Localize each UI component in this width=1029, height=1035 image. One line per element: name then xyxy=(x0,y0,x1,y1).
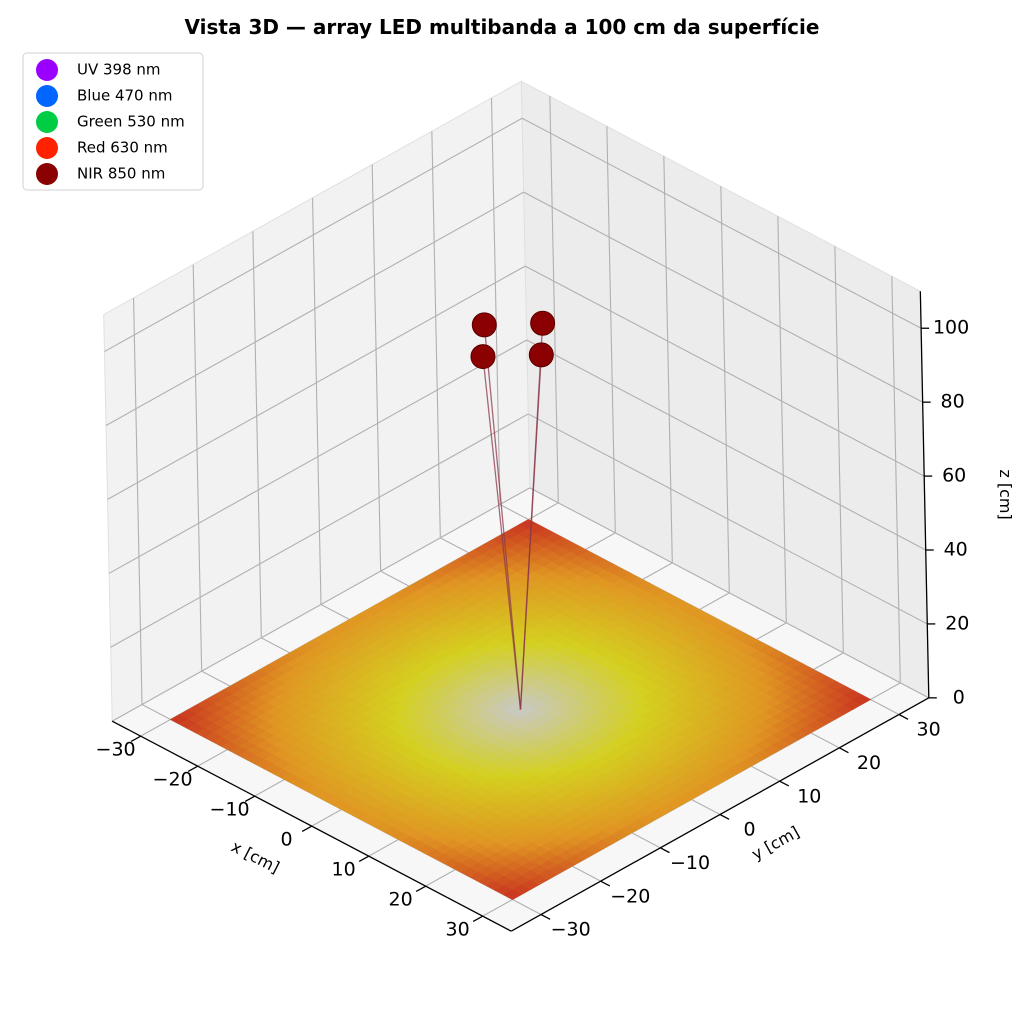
back-grid-z xyxy=(526,339,926,551)
back-grid-x xyxy=(891,276,901,683)
legend-label: UV 398 nm xyxy=(77,61,161,79)
emitter-marker xyxy=(528,342,554,368)
x-tick-mark xyxy=(415,885,427,893)
irradiance-surface xyxy=(169,519,872,900)
y-tick-label: −30 xyxy=(551,919,591,941)
x-tick-label: 20 xyxy=(389,889,413,911)
left-grid-y xyxy=(133,297,143,705)
back-grid-x xyxy=(606,126,616,533)
x-tick-mark xyxy=(130,735,142,743)
y-tick-mark xyxy=(898,713,909,720)
left-grid-z xyxy=(105,191,524,426)
left-grid-z xyxy=(104,117,523,353)
back-grid-x xyxy=(663,156,673,563)
left-grid-y xyxy=(252,231,262,638)
emitter-marker xyxy=(470,344,496,370)
left-grid-y xyxy=(311,197,322,605)
y-tick-label: −10 xyxy=(670,852,710,874)
legend-label: Blue 470 nm xyxy=(77,87,172,105)
beam-line xyxy=(483,324,522,710)
x-tick-mark xyxy=(358,855,370,863)
emitter-marker xyxy=(530,310,556,336)
emitter-marker xyxy=(471,312,497,338)
legend-marker xyxy=(36,163,58,185)
legend-marker xyxy=(36,137,58,159)
back-grid-z xyxy=(521,117,922,329)
left-grid-z xyxy=(108,339,527,574)
back-grid-z xyxy=(528,413,928,625)
left-grid-z xyxy=(110,413,529,648)
left-grid-y xyxy=(490,97,501,505)
x-tick-label: 10 xyxy=(332,859,356,881)
left-grid-y xyxy=(371,164,382,572)
left-grid-y xyxy=(192,264,203,672)
y-tick-label: 0 xyxy=(744,819,756,841)
legend-marker xyxy=(36,85,58,107)
back-grid-x xyxy=(777,216,787,623)
z-tick-label: 40 xyxy=(944,539,968,561)
left-grid-y xyxy=(431,131,441,538)
back-grid-z xyxy=(523,191,923,403)
back-grid-z xyxy=(529,487,930,699)
y-tick-label: 10 xyxy=(797,785,821,807)
y-tick-label: 30 xyxy=(917,719,941,741)
z-tick-label: 20 xyxy=(945,612,969,634)
x-tick-mark xyxy=(301,825,313,833)
left-grid-z xyxy=(111,487,531,722)
beam-line xyxy=(519,354,542,710)
left-grid-z xyxy=(107,265,526,500)
back-grid-z xyxy=(524,265,925,477)
back-grid-x xyxy=(834,246,844,653)
z-tick-label: 0 xyxy=(953,686,965,708)
beam-line xyxy=(482,356,522,710)
x-tick-mark xyxy=(472,915,484,923)
y-tick-label: 20 xyxy=(857,752,881,774)
legend-label: Green 530 nm xyxy=(77,113,185,131)
legend-marker xyxy=(36,111,58,133)
emitter-markers xyxy=(470,310,556,370)
beam-lines xyxy=(482,323,544,710)
surface-cell xyxy=(852,694,872,705)
chart-title: Vista 3D — array LED multibanda a 100 cm… xyxy=(185,15,820,39)
z-tick-label: 80 xyxy=(941,391,965,413)
y-tick-mark xyxy=(660,847,670,854)
z-tick-label: 60 xyxy=(942,465,966,487)
y-tick-mark xyxy=(719,813,730,820)
legend-label: NIR 850 nm xyxy=(77,165,165,183)
y-tick-label: −20 xyxy=(610,885,650,907)
z-tick-label: 100 xyxy=(933,317,969,339)
x-tick-label: −20 xyxy=(153,769,193,791)
y-axis-label: y [cm] xyxy=(748,822,802,864)
legend: UV 398 nm Blue 470 nm Green 530 nm Red 630 … xyxy=(22,52,204,191)
back-grid-x xyxy=(720,186,730,593)
x-tick-mark xyxy=(244,795,256,803)
x-tick-label: −30 xyxy=(96,739,136,761)
legend-marker xyxy=(36,59,58,81)
y-tick-mark xyxy=(600,880,611,887)
x-tick-label: −10 xyxy=(210,799,250,821)
legend-box xyxy=(22,52,204,191)
z-axis-line xyxy=(919,291,930,698)
x-tick-label: 0 xyxy=(281,829,293,851)
x-tick-mark xyxy=(187,765,199,773)
legend-label: Red 630 nm xyxy=(77,139,168,157)
x-tick-label: 30 xyxy=(446,919,470,941)
back-grid-x xyxy=(549,96,559,503)
y-tick-mark xyxy=(839,747,849,754)
y-tick-mark xyxy=(779,780,790,787)
y-tick-mark xyxy=(540,913,551,920)
z-axis-label: z [cm] xyxy=(996,469,1015,519)
x-axis-label: x [cm] xyxy=(228,837,282,877)
